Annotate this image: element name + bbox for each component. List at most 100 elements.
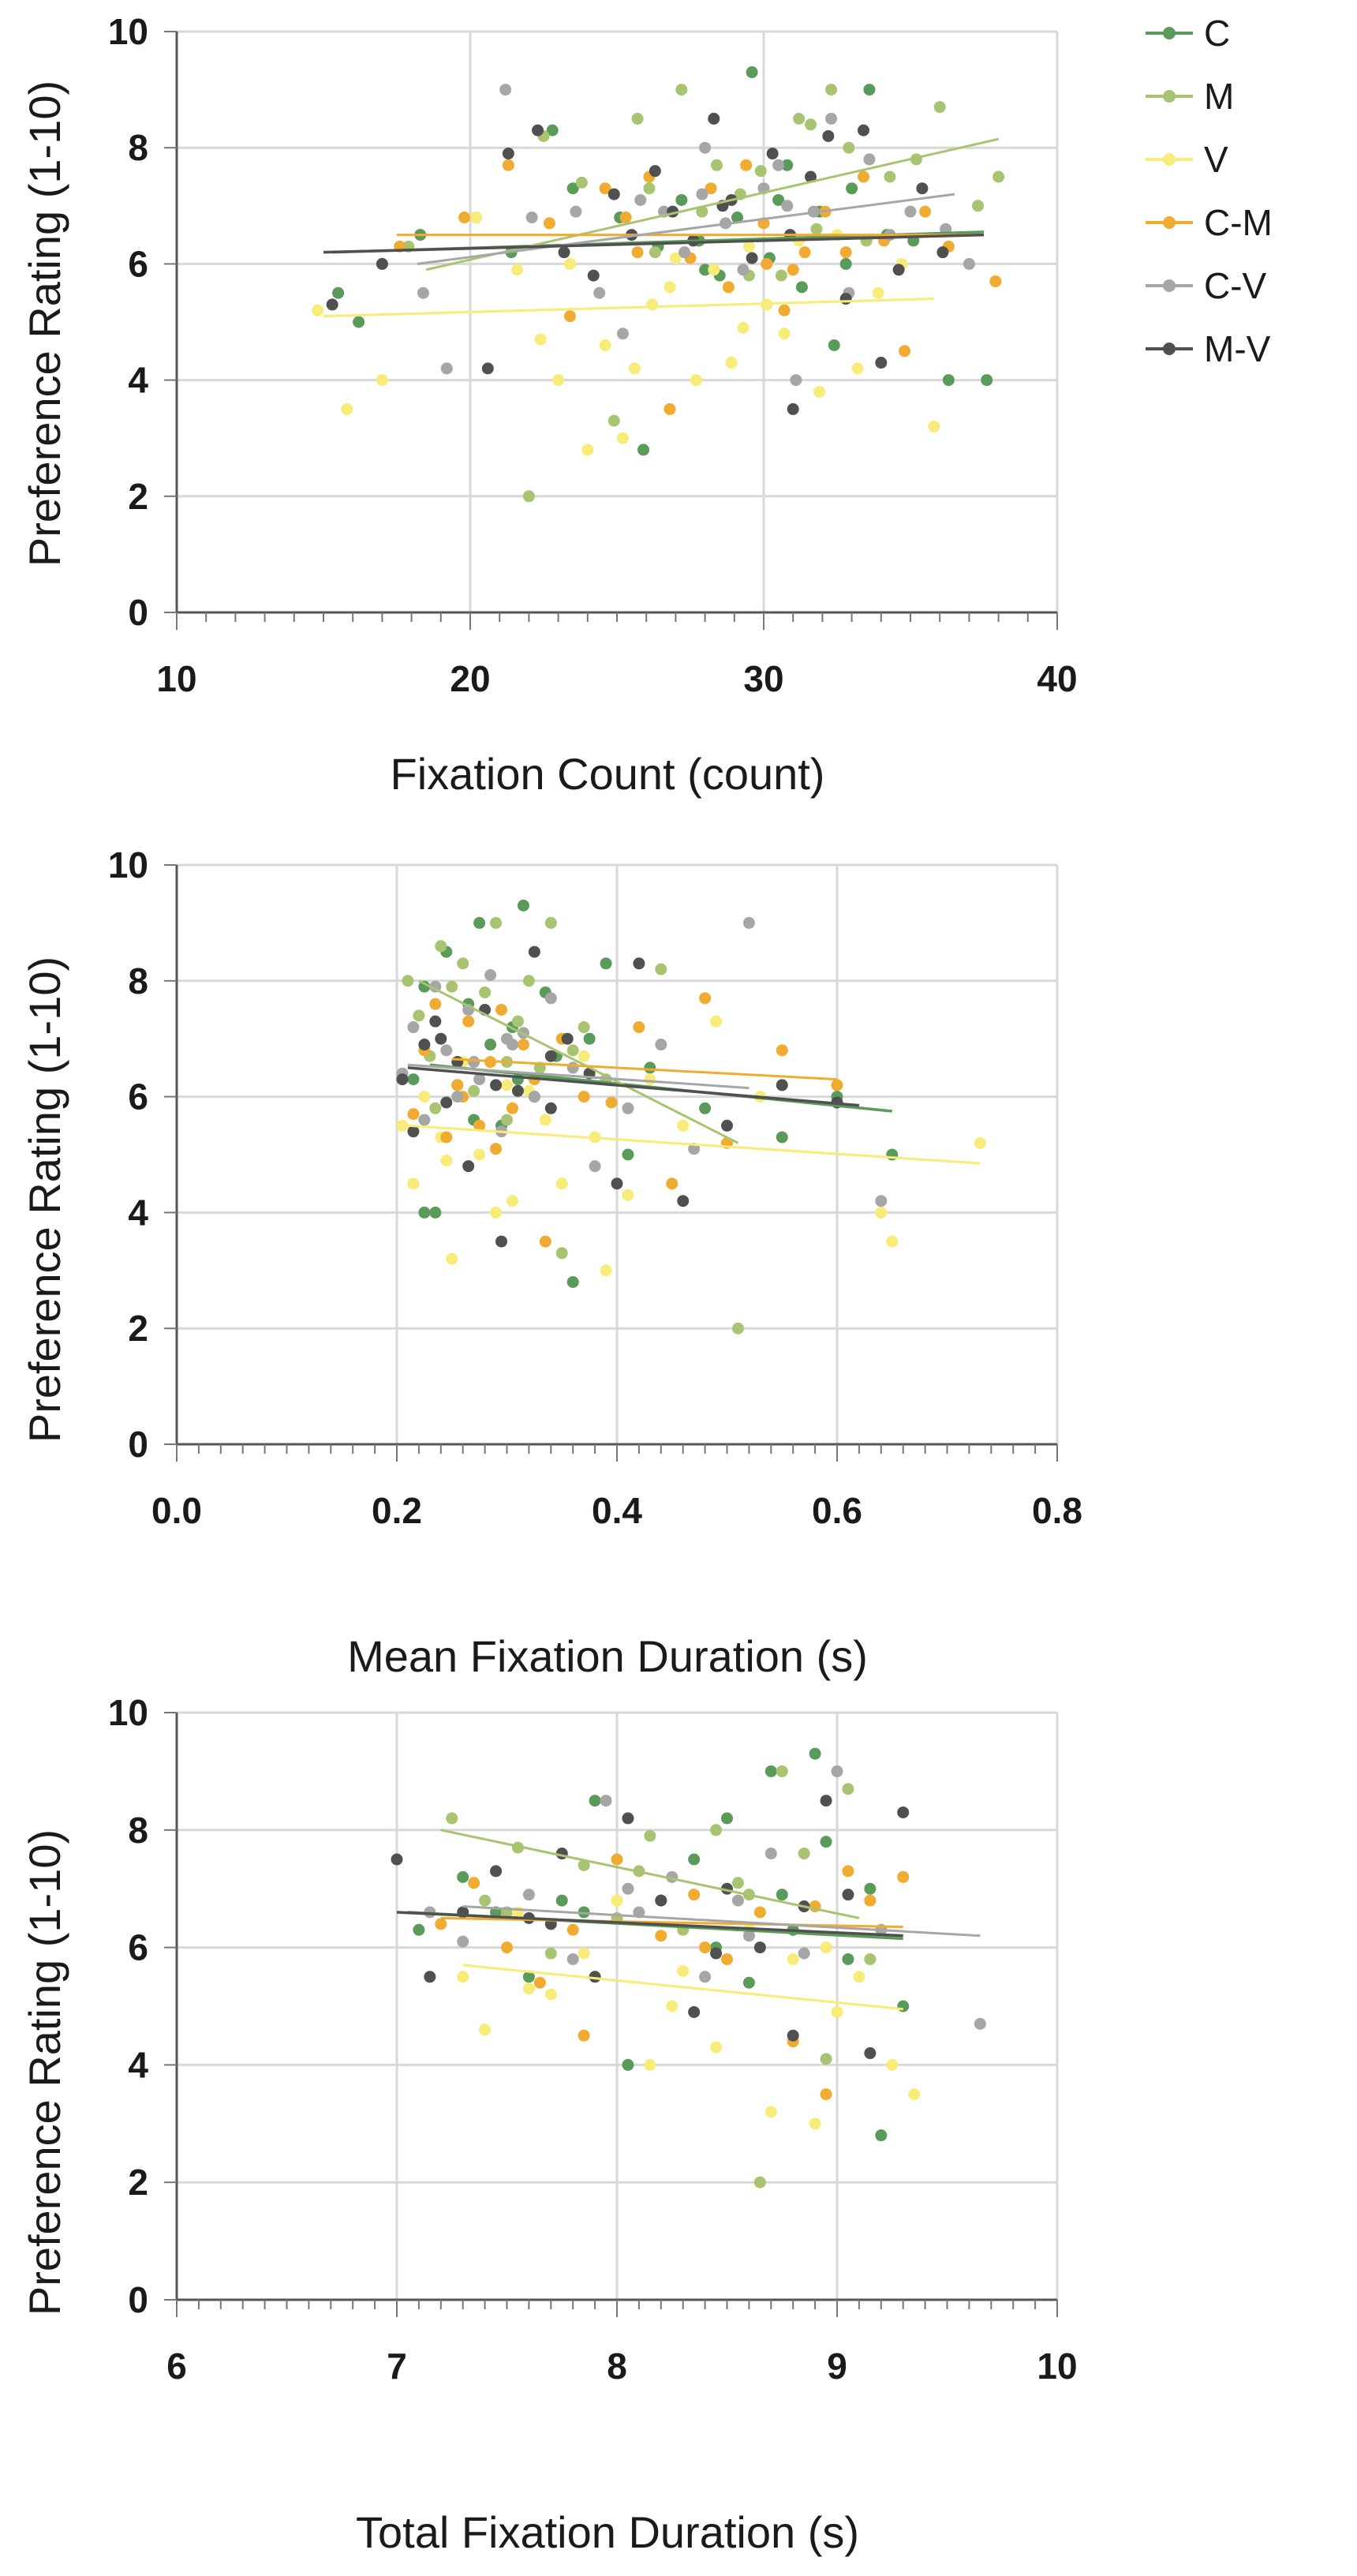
legend-item-v: V (1146, 139, 1228, 180)
data-point (544, 1947, 557, 1960)
data-point (558, 246, 570, 259)
data-point (435, 940, 447, 953)
y-axis-title: Preference Rating (1-10) (20, 957, 69, 1443)
y-tick-label: 10 (108, 11, 148, 52)
data-point (607, 188, 620, 200)
data-point (544, 916, 557, 929)
data-point (737, 264, 750, 276)
data-point (555, 1247, 568, 1260)
data-point (581, 444, 594, 456)
legend-swatch-point (1163, 216, 1176, 229)
x-tick-label: 0.0 (151, 1490, 202, 1531)
data-marks (312, 66, 1005, 503)
data-point (884, 170, 896, 183)
data-point (575, 176, 588, 189)
data-point (875, 1195, 888, 1208)
data-point (578, 1947, 590, 1960)
data-point (578, 1091, 590, 1103)
data-point (473, 916, 486, 929)
data-point (418, 1039, 431, 1051)
data-point (539, 1235, 551, 1248)
trend-line-c-v (407, 1063, 750, 1090)
data-point (864, 1894, 877, 1907)
data-point (583, 1032, 596, 1045)
data-point (616, 328, 629, 340)
y-tick-label: 4 (128, 360, 148, 401)
data-point (566, 1923, 579, 1936)
y-axis-title: Preference Rating (1-10) (20, 80, 69, 567)
data-point (501, 1114, 513, 1126)
data-point (731, 1877, 744, 1889)
data-point (490, 1143, 503, 1155)
data-point (886, 1235, 899, 1248)
series-m-v (326, 112, 949, 415)
data-point (495, 1235, 508, 1248)
data-point (787, 2029, 799, 2042)
data-point (644, 1073, 656, 1086)
data-point (842, 1953, 854, 1965)
series-c-v (396, 916, 888, 1208)
data-point (781, 159, 794, 171)
data-point (790, 374, 802, 387)
data-point (517, 1039, 529, 1051)
data-point (678, 246, 691, 259)
data-point (484, 1039, 497, 1051)
data-point (831, 1765, 843, 1777)
data-point (731, 212, 744, 224)
data-point (566, 1044, 579, 1057)
data-point (435, 1918, 447, 1930)
data-point (446, 1812, 458, 1825)
data-point (742, 1930, 755, 1942)
data-point (484, 968, 497, 981)
data-point (599, 182, 611, 195)
data-point (839, 246, 852, 259)
x-tick-label: 20 (450, 658, 490, 699)
data-point (440, 1131, 453, 1144)
x-tick-label: 10 (1037, 2346, 1077, 2387)
data-point (501, 1032, 513, 1045)
data-point (402, 975, 414, 987)
data-marks (396, 899, 986, 1335)
grid (177, 1711, 1059, 2300)
data-point (637, 444, 649, 456)
data-point (593, 286, 606, 299)
data-point (429, 1015, 442, 1028)
data-point (605, 1096, 618, 1109)
data-point (810, 223, 823, 235)
data-point (418, 980, 431, 993)
data-point (696, 188, 708, 200)
grid (177, 863, 1059, 1444)
data-point (525, 212, 538, 224)
data-point (936, 246, 949, 259)
data-point (424, 1971, 436, 1983)
data-point (857, 170, 869, 183)
data-point (753, 2176, 766, 2188)
x-tick-label: 10 (156, 658, 196, 699)
data-point (742, 1976, 755, 1989)
series-v (457, 1894, 921, 2130)
data-point (649, 165, 661, 178)
data-point (468, 1877, 480, 1889)
data-point (312, 304, 324, 316)
data-point (440, 362, 453, 375)
data-point (864, 2047, 877, 2060)
legend-label: M-V (1204, 328, 1271, 369)
data-point (864, 1953, 877, 1965)
grid (177, 30, 1059, 612)
data-point (578, 2029, 590, 2042)
data-point (462, 1160, 475, 1173)
x-tick-label: 30 (743, 658, 783, 699)
x-tick-label: 0.6 (812, 1490, 862, 1531)
data-point (677, 1964, 690, 1977)
data-point (490, 1079, 503, 1091)
data-point (809, 2117, 821, 2130)
data-point (616, 432, 629, 444)
data-point (766, 148, 779, 160)
data-point (578, 1050, 590, 1062)
data-point (326, 298, 338, 311)
data-point (875, 357, 888, 369)
data-point (688, 2005, 701, 2018)
data-point (798, 1947, 810, 1960)
data-point (772, 193, 785, 206)
data-point (764, 2106, 777, 2118)
